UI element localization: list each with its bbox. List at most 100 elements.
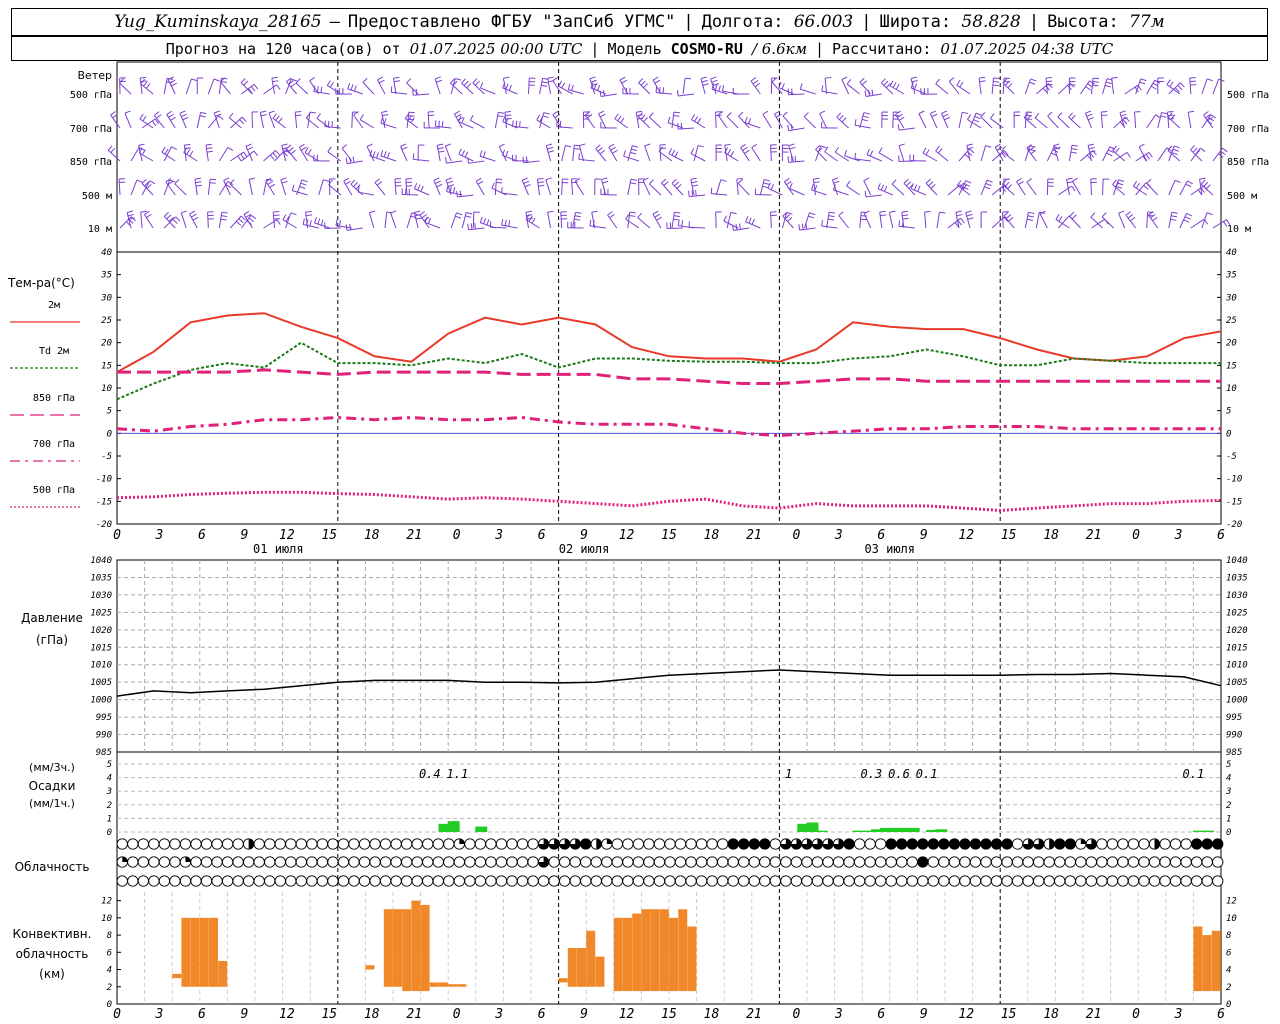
cloud-cover-mark <box>306 875 318 887</box>
wind-barb <box>561 178 563 196</box>
temp-x-tick-label: 0 <box>1132 528 1140 543</box>
wind-barb-flag <box>401 146 408 151</box>
cloud-cover-mark <box>253 875 265 887</box>
wind-barb-flag <box>486 219 490 226</box>
wind-barb <box>1179 180 1188 196</box>
wind-barb-flag <box>854 152 857 159</box>
wind-barb-flag <box>171 82 177 87</box>
cloud-cover-mark <box>685 838 697 850</box>
wind-barb-flag <box>221 211 228 214</box>
wind-barb-flag <box>512 120 514 127</box>
wind-barb-flag <box>542 115 549 119</box>
wind-barb-flag <box>1160 115 1167 118</box>
wind-barb <box>353 114 364 129</box>
cloud-cover-mark <box>632 838 645 850</box>
wind-barb-flag <box>138 143 145 146</box>
cloud-cover-mark <box>1085 856 1097 868</box>
cloud-cover-mark <box>432 875 444 887</box>
cloud-cover-mark <box>1106 856 1119 868</box>
cloud-cover-mark <box>811 856 824 868</box>
cloud-cover-mark <box>1096 856 1108 868</box>
wind-barb-flag <box>1174 179 1181 184</box>
wind-barb-flag <box>608 143 615 148</box>
wind-barb-flag <box>1152 216 1158 222</box>
pressure-tick-label-right: 1040 <box>1226 556 1248 566</box>
wind-barb <box>778 87 794 95</box>
conv-tick-label-right: 12 <box>1226 897 1237 907</box>
cloud-cover-mark <box>580 856 592 868</box>
wind-barb-flag <box>880 214 887 217</box>
wind-barb-flag <box>748 118 751 125</box>
wind-barb <box>600 93 617 98</box>
wind-barb <box>502 87 518 95</box>
cloud-cover-mark <box>653 838 666 850</box>
conv-cloud-bar <box>678 909 688 992</box>
temp-legend-label: 500 гПа <box>33 485 75 496</box>
wind-barb-flag <box>309 111 316 114</box>
wind-barb-flag <box>1008 216 1014 222</box>
wind-barb-flag <box>821 219 823 227</box>
wind-level-label-right: 850 гПа <box>1227 157 1269 168</box>
wind-barb <box>161 151 176 162</box>
wind-barb-flag <box>711 83 715 90</box>
wind-level-label-left: 10 м <box>88 224 112 235</box>
cloud-cover-mark <box>759 838 771 850</box>
wind-barb-flag <box>910 76 917 79</box>
pressure-tick-label-right: 1000 <box>1226 696 1248 706</box>
wind-barb-flag <box>815 144 821 150</box>
wind-barb-flag <box>986 179 993 183</box>
wind-barb <box>925 182 938 196</box>
wind-barb <box>1045 78 1048 95</box>
pressure-tick-label-left: 1005 <box>90 678 112 688</box>
wind-barb <box>163 78 168 95</box>
wind-barb-flag <box>808 215 815 219</box>
wind-barb-flag <box>417 184 421 191</box>
wind-barb <box>678 127 695 130</box>
cloud-cover-mark <box>674 856 687 868</box>
temp-tick-label-left: 30 <box>100 293 112 303</box>
wind-barb-flag <box>1028 211 1035 215</box>
wind-barb-flag <box>200 111 207 115</box>
precip-bar <box>852 830 865 832</box>
cloud-cover-mark <box>1054 838 1066 850</box>
cloud-cover-mark <box>643 875 655 887</box>
conv-x-tick-label: 15 <box>321 1007 337 1022</box>
wind-barb <box>350 184 364 196</box>
wind-barb-flag <box>966 213 973 217</box>
wind-barb-flag <box>175 216 181 222</box>
wind-barb-flag <box>455 113 462 118</box>
conv-x-tick-label: 12 <box>619 1007 635 1022</box>
wind-barb <box>978 78 982 95</box>
wind-barb <box>461 212 467 229</box>
wind-barb-flag <box>1203 181 1209 187</box>
wind-barb-flag <box>458 115 462 122</box>
wind-barb-flag <box>205 143 212 146</box>
wind-barb <box>815 149 827 162</box>
wind-barb-flag <box>281 180 288 184</box>
wind-barb-flag <box>195 181 202 184</box>
wind-barb <box>891 183 905 196</box>
wind-barb <box>1091 78 1094 95</box>
conv-cloud-bar <box>365 965 375 970</box>
wind-barb <box>600 193 617 196</box>
wind-barb-flag <box>740 143 746 148</box>
wind-barb-flag <box>690 147 695 154</box>
cloud-cover-mark <box>569 856 581 868</box>
cloud-cover-mark <box>748 838 760 850</box>
cloud-cover-mark <box>622 856 634 868</box>
wind-barb-flag <box>989 113 995 119</box>
wind-barb-flag <box>1140 78 1147 82</box>
wind-barb <box>1135 151 1150 162</box>
wind-barb-flag <box>676 89 679 97</box>
wind-barb-flag <box>898 116 905 121</box>
wind-barb-flag <box>141 149 146 156</box>
wind-barb-flag <box>400 143 407 147</box>
precip-bar <box>815 830 828 832</box>
wind-barb-flag <box>184 143 191 146</box>
precip-bar <box>889 827 902 832</box>
wind-barb <box>1055 219 1070 229</box>
wind-barb-flag <box>738 223 741 230</box>
wind-barb-flag <box>575 211 582 214</box>
conv-x-tick-label: 12 <box>958 1007 974 1022</box>
cloud-cover-mark <box>769 875 781 887</box>
